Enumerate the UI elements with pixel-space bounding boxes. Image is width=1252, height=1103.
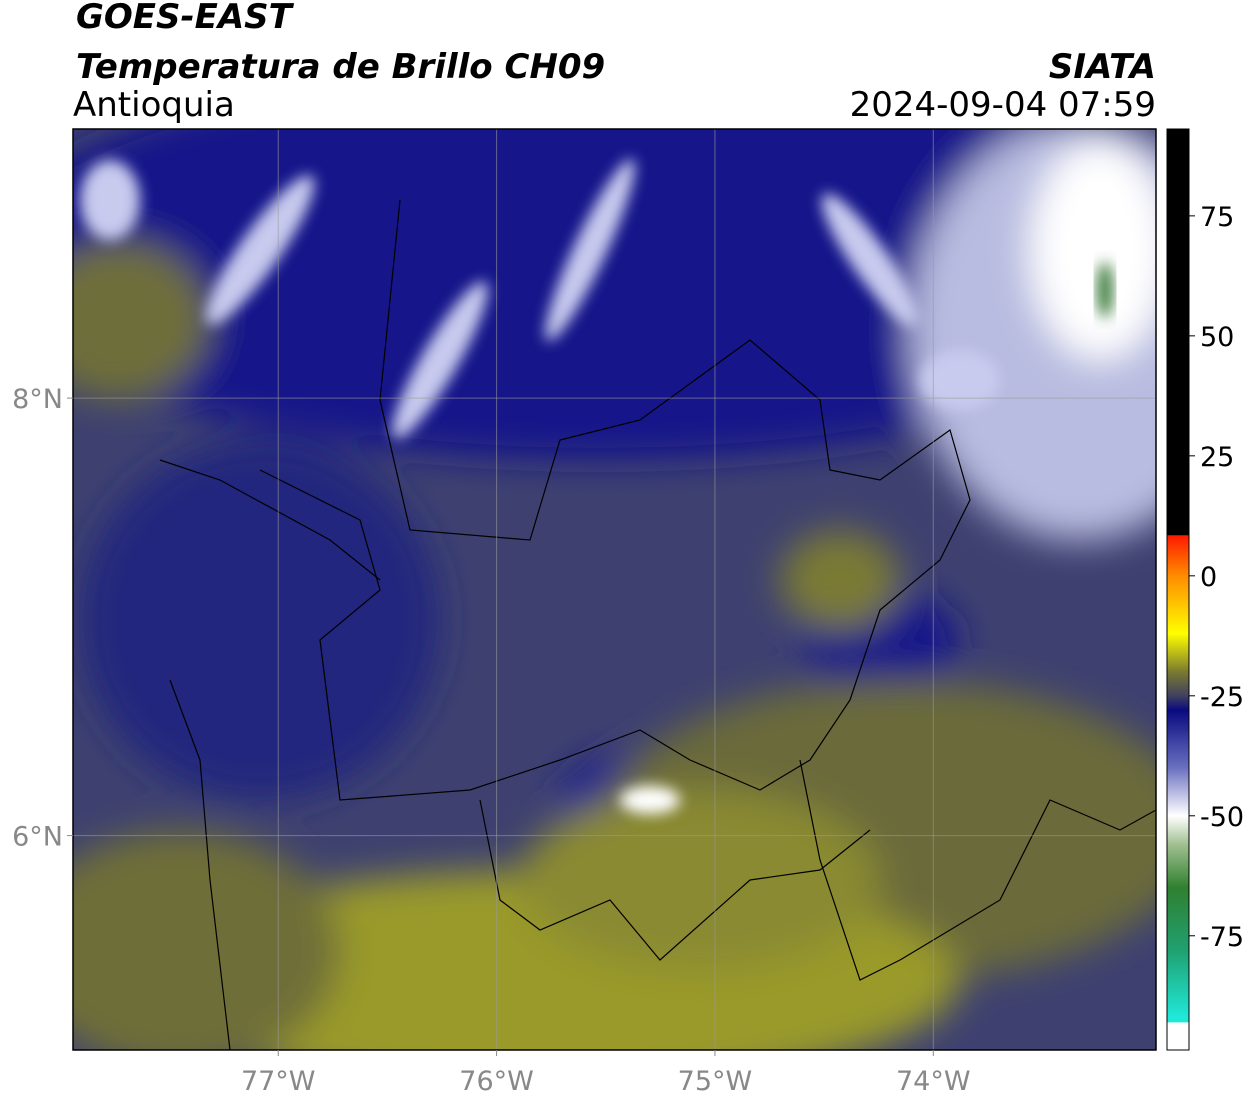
colorbar-tick-label: 75 (1200, 202, 1234, 233)
lat-tick-label: 6°N (12, 822, 63, 853)
colorbar-tick-label: 0 (1200, 562, 1217, 593)
boundaries (159, 199, 1156, 1050)
lon-tick-label: 75°W (678, 1066, 753, 1097)
lon-tick-label: 77°W (241, 1066, 316, 1097)
lat-tick-label: 8°N (12, 384, 63, 415)
satellite-image (73, 129, 1156, 1050)
map-frame (72, 128, 1157, 1051)
colorbar-tick-label: 50 (1200, 322, 1234, 353)
colorbar-tick-label: -25 (1200, 682, 1244, 713)
lon-tick-label: 76°W (459, 1066, 534, 1097)
colorbar-tick-label: -75 (1200, 922, 1244, 953)
agency: SIATA (1049, 47, 1156, 87)
colorbar-tick-label: -50 (1200, 802, 1244, 833)
colorbar (1166, 128, 1190, 1051)
colorbar-tick-label: 25 (1200, 442, 1234, 473)
datetime: 2024-09-04 07:59 (850, 85, 1156, 125)
region: Antioquia (73, 85, 235, 125)
product-title: Temperatura de Brillo CH09 (76, 47, 605, 87)
satellite-title: GOES-EAST (76, 0, 295, 37)
lon-tick-label: 74°W (896, 1066, 971, 1097)
